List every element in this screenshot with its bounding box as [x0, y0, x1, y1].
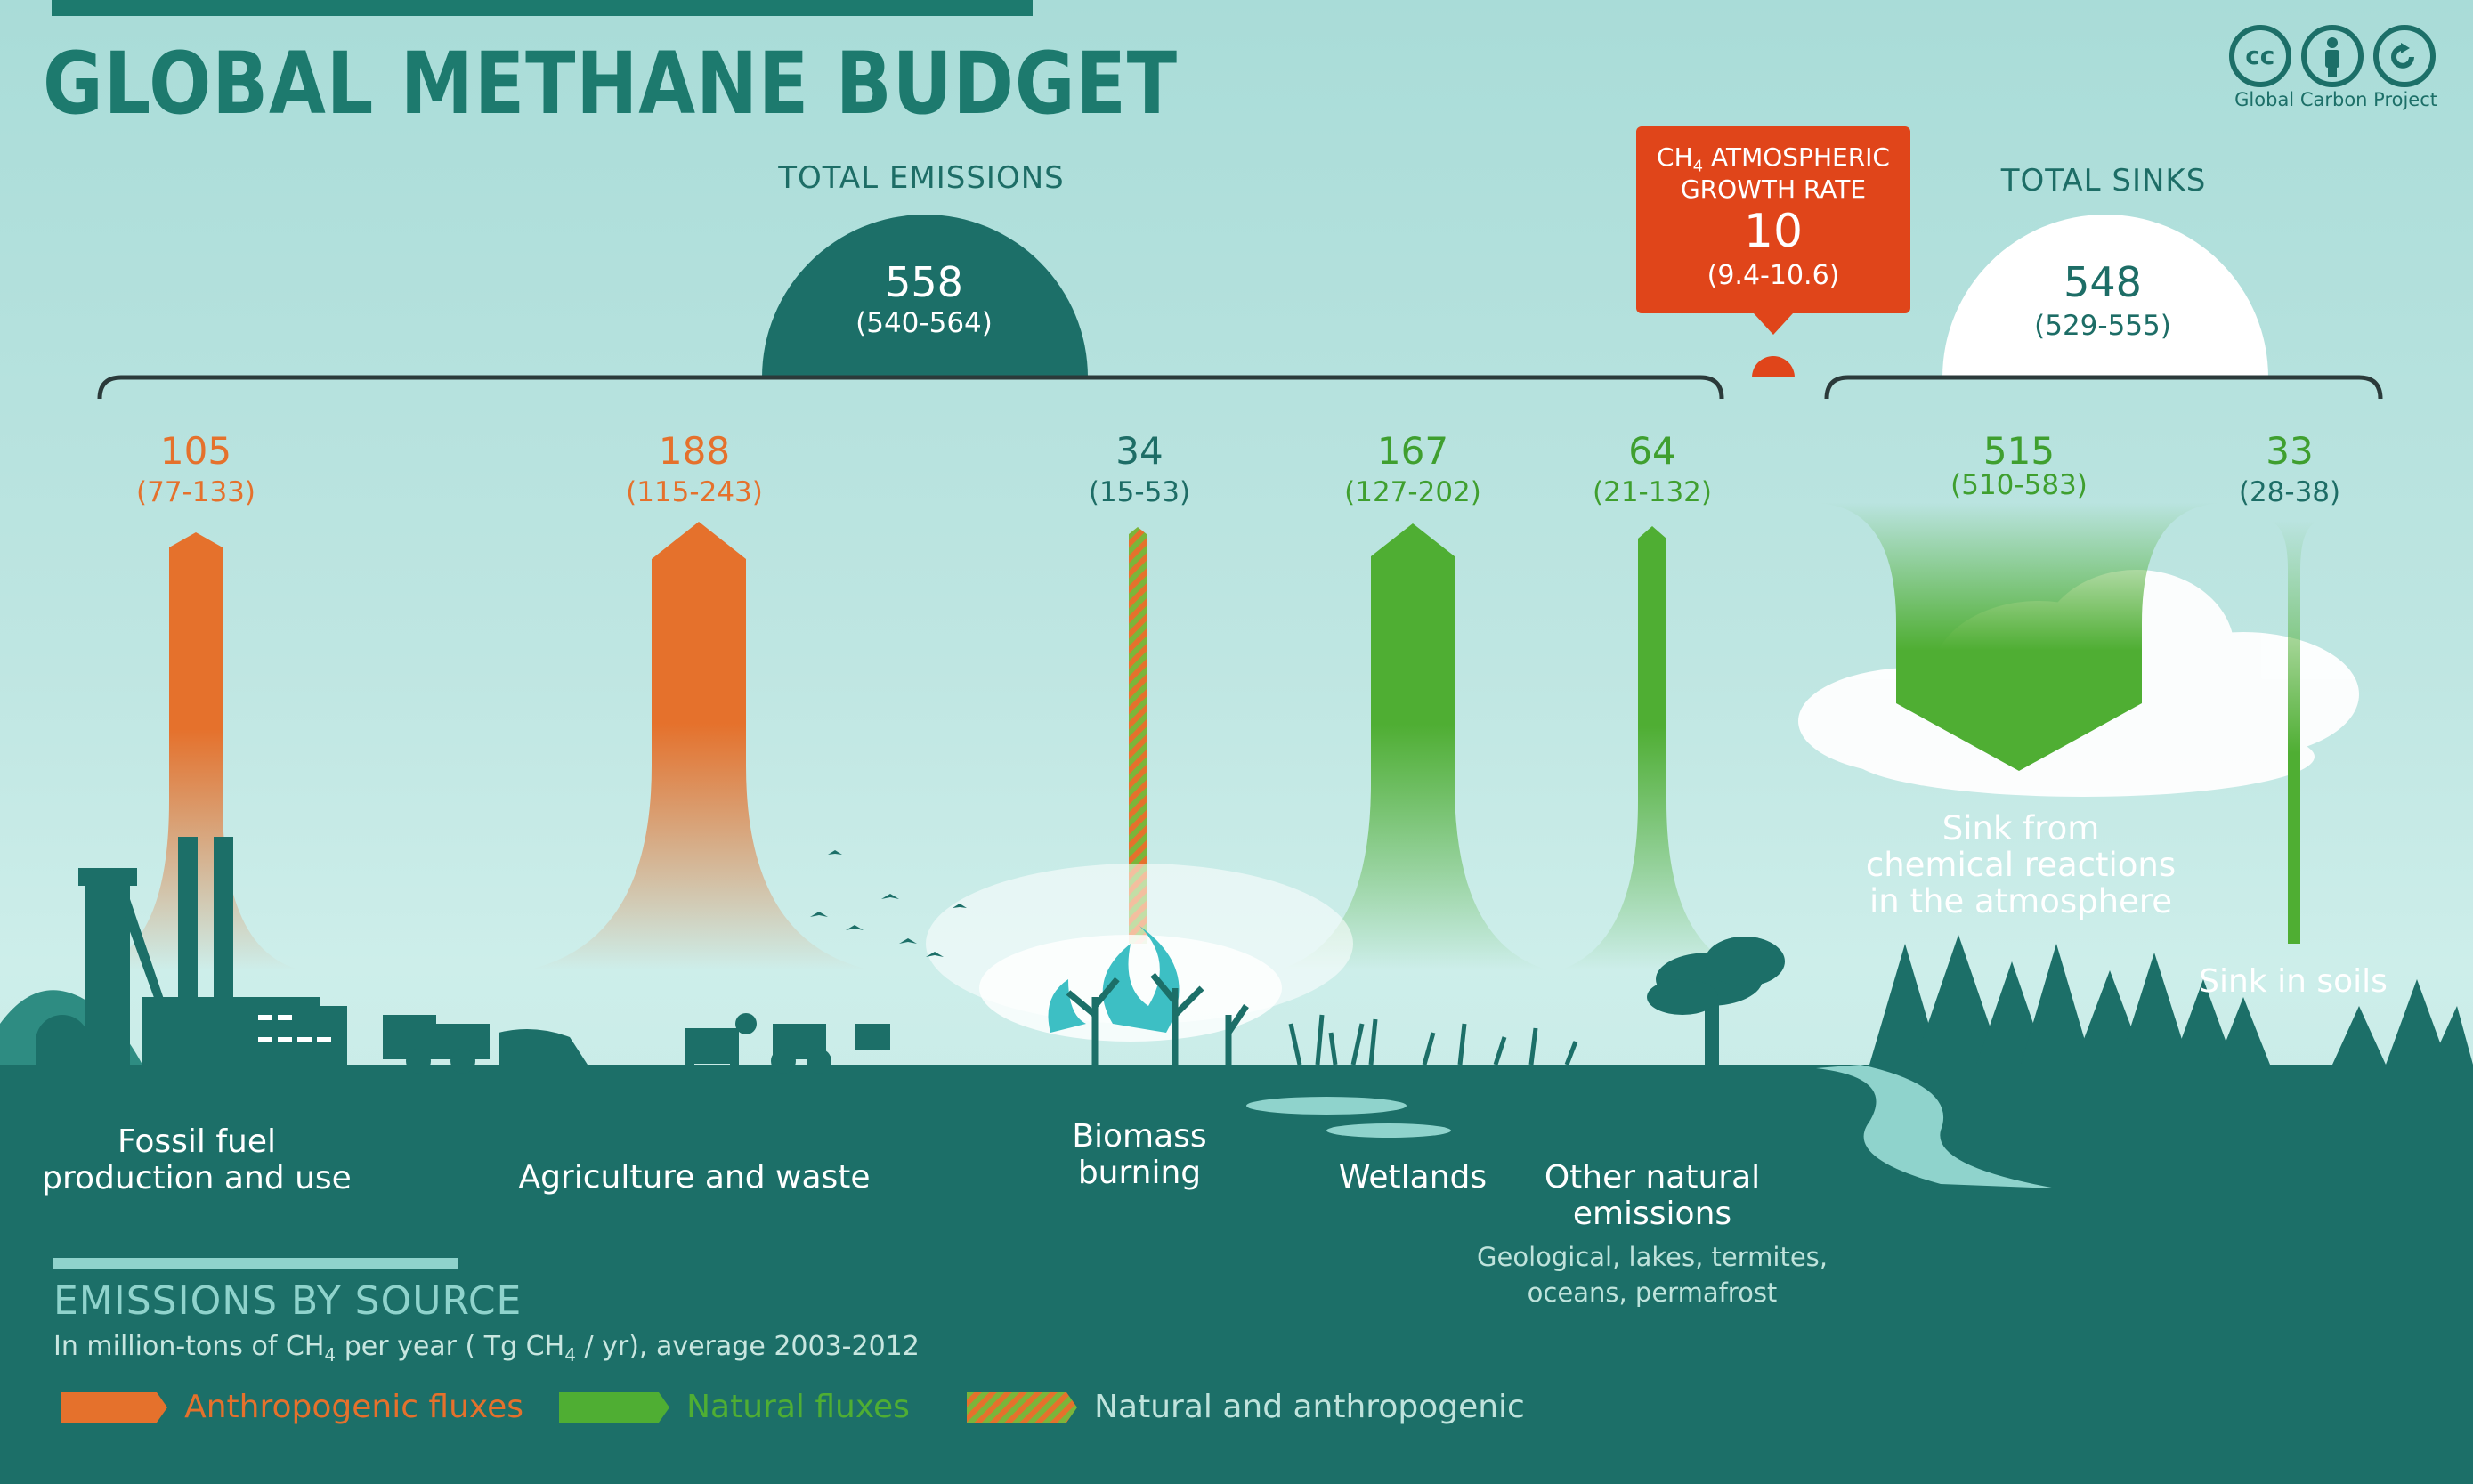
other-natural-arrow [1560, 526, 1745, 970]
legend-title: EMISSIONS BY SOURCE [53, 1278, 523, 1324]
wetlands-range: (127-202) [1344, 476, 1481, 508]
fire-illustration [1048, 926, 1180, 1033]
total-sinks-label: TOTAL SINKS [2000, 163, 2207, 199]
growth-rate-label-line1: CH4 ATMOSPHERIC [1657, 142, 1890, 176]
farm-illustration [383, 1013, 890, 1074]
atmosphere-sink-label-line3: in the atmosphere [1869, 882, 2172, 920]
fossil-label: Fossil fuel production and use [42, 1123, 352, 1196]
license-logo: cc [2224, 25, 2436, 87]
atmosphere-sink-value: 515 [1982, 429, 2055, 473]
legend-note-subscript: 4 [564, 1344, 576, 1366]
total-emissions-label: TOTAL EMISSIONS [778, 160, 1065, 196]
biomass-label-line1: Biomass [1072, 1118, 1207, 1155]
growth-rate-range: (9.4-10.6) [1707, 260, 1840, 291]
by-icon [2300, 25, 2364, 87]
atmosphere-sink-label-line1: Sink from [1942, 809, 2100, 847]
biomass-value: 34 [1115, 429, 1164, 473]
legend-note-suffix: / yr), average 2003-2012 [575, 1331, 920, 1362]
natural-swatch [559, 1391, 669, 1423]
mixed-swatch [967, 1391, 1077, 1423]
emissions-bracket [97, 375, 1724, 400]
pond [1326, 1123, 1451, 1138]
sa-icon [2373, 25, 2436, 87]
other-natural-sublabel-line2: oceans, permafrost [1527, 1277, 1778, 1308]
wetlands-arrow [1277, 523, 1549, 970]
sinks-bracket [1824, 375, 2383, 400]
soil-sink-label: Sink in soils [2199, 963, 2388, 1000]
atmosphere-sink-arrow [1805, 502, 2233, 771]
factory-windows [258, 1015, 331, 1042]
wetlands-label: Wetlands [1338, 1159, 1488, 1196]
other-natural-range: (21-132) [1593, 476, 1712, 508]
soil-sink-range: (28-38) [2238, 476, 2341, 508]
fossil-arrow [89, 532, 303, 970]
legend-item-anthropogenic: Anthropogenic fluxes [61, 1389, 523, 1425]
biomass-range: (15-53) [1088, 476, 1191, 508]
fossil-range: (77-133) [136, 476, 255, 508]
other-natural-label: Other natural emissions [1545, 1159, 1760, 1232]
page-title: GLOBAL METHANE BUDGET [43, 34, 1178, 134]
river [1816, 1065, 2056, 1188]
legend-note-prefix: In million-tons of CH [53, 1331, 325, 1362]
growth-rate-value: 10 [1743, 205, 1804, 258]
other-natural-label-line2: emissions [1572, 1196, 1732, 1232]
biomass-arrow [1129, 527, 1147, 944]
atmosphere-sink-label-line2: chemical reactions [1865, 846, 2177, 884]
growth-rate-box: CH4 ATMOSPHERIC GROWTH RATE 10 (9.4-10.6… [1636, 126, 1910, 313]
title-bar [52, 0, 1033, 16]
reeds-illustration [1288, 1014, 1578, 1066]
legend-item-natural: Natural fluxes [559, 1389, 910, 1425]
legend-label-natural: Natural fluxes [686, 1389, 910, 1425]
growth-pointer [1754, 313, 1793, 335]
agriculture-range: (115-243) [626, 476, 763, 508]
atmosphere-sink-range: (510-583) [1950, 469, 2088, 501]
attribution: Global Carbon Project [2234, 89, 2437, 110]
other-natural-sublabel-line1: Geological, lakes, termites, [1477, 1242, 1828, 1272]
fossil-label-line2: production and use [42, 1160, 352, 1196]
growth-rate-label-line2: GROWTH RATE [1680, 174, 1867, 204]
tree-illustration [1647, 937, 1785, 1068]
cc-icon: cc [2228, 25, 2291, 87]
total-sinks-range: (529-555) [2034, 310, 2171, 342]
ground [0, 1065, 2473, 1484]
total-emissions-range: (540-564) [855, 307, 993, 339]
anthropogenic-swatch [61, 1391, 167, 1423]
biomass-label-line2: burning [1077, 1155, 1202, 1191]
wetlands-value: 167 [1376, 429, 1449, 473]
other-natural-sublabel: Geological, lakes, termites, oceans, per… [1477, 1239, 1828, 1310]
legend-note-mid: per year ( Tg CH [336, 1331, 565, 1362]
legend-note-subscript: 4 [324, 1344, 336, 1366]
legend-note: In million-tons of CH4 per year ( Tg CH4… [53, 1331, 920, 1366]
agriculture-label: Agriculture and waste [518, 1159, 871, 1196]
soil-sink-value: 33 [2266, 429, 2314, 473]
total-emissions-dome [762, 215, 1088, 377]
factory-illustration [36, 837, 347, 1068]
birds-illustration [810, 850, 967, 957]
legend-label-mixed: Natural and anthropogenic [1094, 1389, 1525, 1425]
forest-illustration [1869, 935, 2473, 1065]
legend-label-anthropogenic: Anthropogenic fluxes [184, 1389, 524, 1425]
other-natural-label-line1: Other natural [1544, 1159, 1761, 1196]
fossil-label-line1: Fossil fuel [117, 1123, 277, 1160]
biomass-label: Biomass burning [1072, 1118, 1206, 1191]
legend-divider [53, 1258, 458, 1269]
growth-dot [1752, 356, 1795, 377]
total-sinks-dome [1942, 215, 2268, 377]
fossil-value: 105 [159, 429, 232, 473]
soil-sink-arrow [2265, 521, 2323, 944]
dead-trees-illustration [1066, 972, 1249, 1065]
pond [1246, 1097, 1407, 1115]
total-sinks-value: 548 [2064, 258, 2142, 306]
agriculture-value: 188 [658, 429, 731, 473]
legend-item-mixed: Natural and anthropogenic [967, 1389, 1525, 1425]
atmosphere-sink-label: Sink from chemical reactions in the atmo… [1866, 810, 2176, 920]
total-emissions-value: 558 [885, 258, 963, 306]
agriculture-arrow [525, 522, 872, 970]
other-natural-value: 64 [1628, 429, 1676, 473]
